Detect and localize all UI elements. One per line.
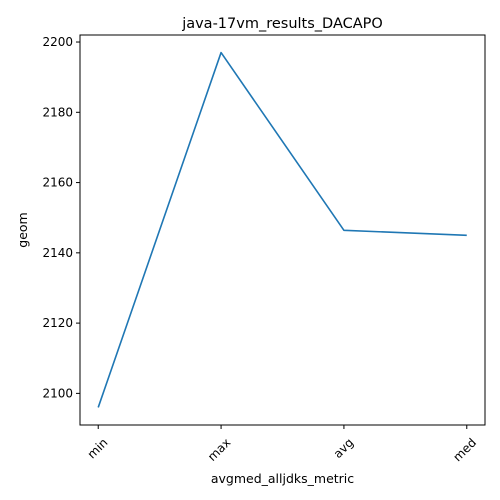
- y-tick-label: 2180: [42, 105, 73, 119]
- x-tick-label: avg: [331, 435, 357, 461]
- plot-frame: [79, 34, 486, 426]
- y-tick-label: 2140: [42, 246, 73, 260]
- chart-title: java-17vm_results_DACAPO: [181, 16, 383, 32]
- series-line: [97, 51, 467, 408]
- y-axis: 2100 2120 2140 2160 2180 2200: [42, 35, 80, 400]
- x-tick-label: min: [85, 435, 111, 461]
- series-group: [97, 51, 467, 408]
- x-axis-label: avgmed_alljdks_metric: [211, 471, 354, 486]
- y-tick-label: 2160: [42, 176, 73, 190]
- y-axis-label: geom: [15, 212, 30, 247]
- x-tick-label: med: [450, 435, 479, 464]
- y-tick-label: 2100: [42, 386, 73, 400]
- x-tick-label: max: [205, 435, 233, 463]
- y-tick-label: 2200: [42, 35, 73, 49]
- x-axis: min max avg med: [85, 425, 479, 464]
- y-tick-label: 2120: [42, 316, 73, 330]
